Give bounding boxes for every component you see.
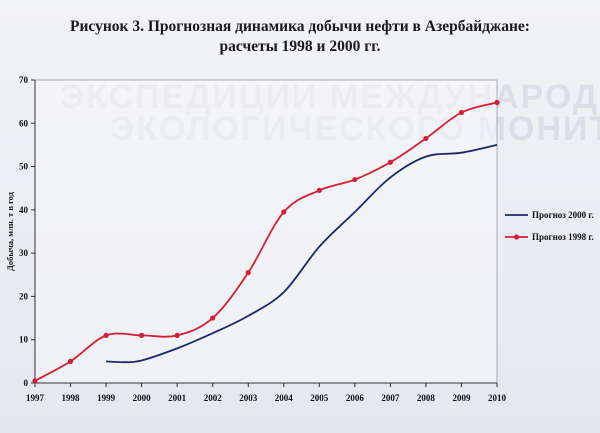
- data-point: [458, 109, 465, 116]
- chart-subtitle: расчеты 1998 и 2000 гг.: [219, 38, 381, 55]
- x-tick-label: 2000: [133, 393, 152, 403]
- data-point: [210, 315, 216, 321]
- data-point: [139, 332, 145, 338]
- y-tick-label: 20: [19, 291, 29, 301]
- plot-area: [34, 79, 498, 384]
- chart-title: Рисунок 3. Прогнозная динамика добычи не…: [70, 18, 530, 35]
- x-tick-label: 2002: [204, 393, 223, 403]
- x-axis: 1997 1998 1999 2000 2001 2002 2003 2004 2005 2006…: [26, 382, 507, 403]
- y-tick-label: 60: [19, 118, 29, 128]
- data-point: [494, 99, 500, 106]
- legend-label: Прогноз 2000 г.: [532, 210, 594, 220]
- legend-marker: [513, 234, 520, 240]
- x-tick-label: 2004: [275, 393, 294, 403]
- data-point: [32, 378, 38, 384]
- data-point: [352, 176, 358, 183]
- x-tick-label: 2001: [168, 393, 187, 403]
- y-tick-label: 70: [19, 75, 29, 85]
- x-tick-label: 1997: [26, 393, 45, 403]
- y-tick-label: 30: [19, 248, 29, 258]
- data-point: [281, 209, 287, 215]
- x-tick-label: 1998: [62, 393, 81, 403]
- data-point: [67, 358, 74, 364]
- x-tick-label: 2006: [346, 393, 365, 403]
- data-point: [103, 332, 109, 338]
- data-point: [245, 270, 251, 276]
- legend-label: Прогноз 1998 г.: [532, 232, 594, 242]
- data-point: [316, 187, 322, 193]
- y-tick-label: 50: [19, 162, 29, 172]
- series-line-2000: [106, 144, 498, 364]
- y-tick-label: 0: [24, 378, 29, 388]
- y-axis-label: Добыча, млн. т в год: [5, 191, 15, 271]
- data-point: [174, 332, 180, 338]
- x-tick-label: 2010: [488, 393, 507, 403]
- x-tick-label: 2007: [381, 393, 400, 403]
- y-axis: 0 10 20 30 40 50 60 70: [19, 75, 36, 388]
- legend: Прогноз 2000 г. Прогноз 1998 г.: [505, 210, 594, 242]
- data-point: [423, 135, 429, 142]
- x-tick-label: 2009: [452, 393, 471, 403]
- x-tick-label: 2005: [310, 393, 329, 403]
- series-line-1998: [34, 101, 498, 382]
- x-tick-label: 2003: [239, 393, 258, 403]
- y-tick-label: 10: [19, 335, 29, 345]
- x-tick-label: 2008: [417, 393, 436, 403]
- data-point: [387, 159, 393, 165]
- series-layer: [32, 99, 500, 384]
- x-tick-label: 1999: [97, 393, 116, 403]
- y-tick-label: 40: [19, 205, 29, 215]
